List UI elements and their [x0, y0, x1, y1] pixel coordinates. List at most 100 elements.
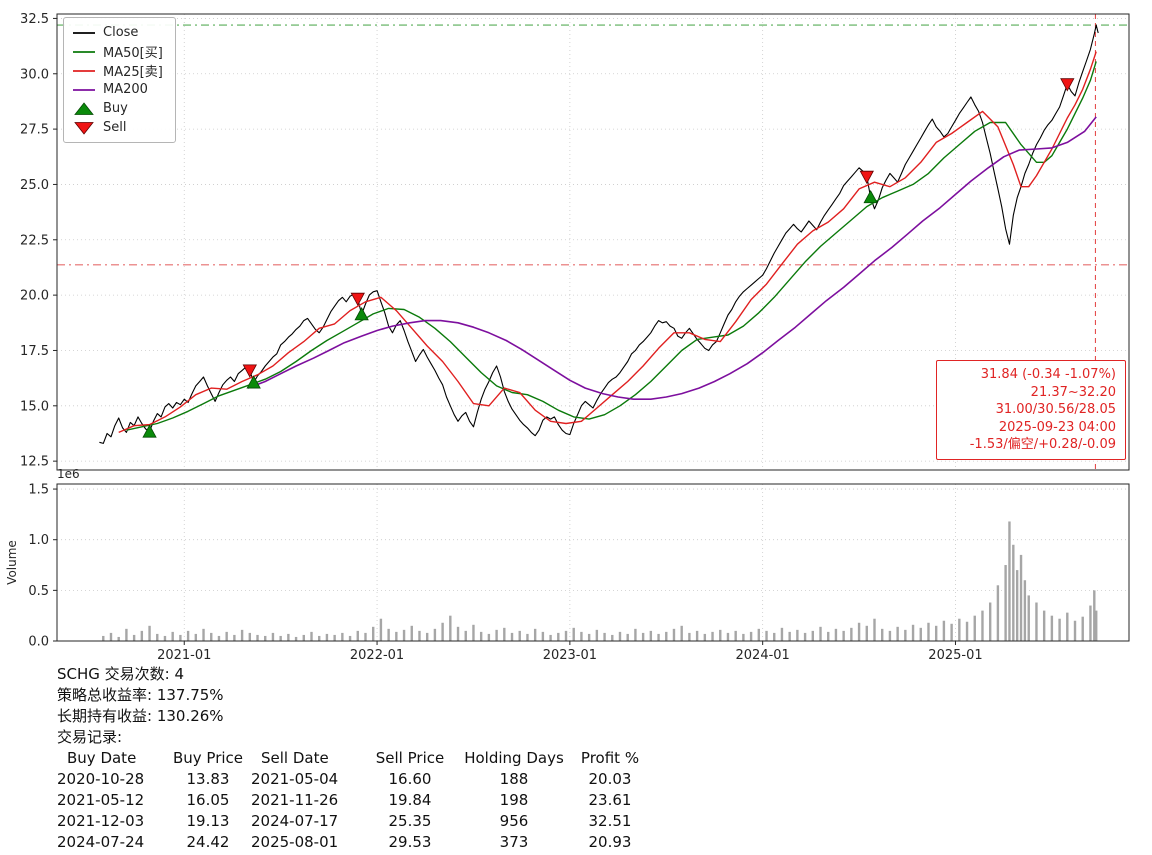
price-y-tick-label: 15.0 [20, 399, 49, 414]
price-y-tick-label: 22.5 [20, 233, 49, 248]
volume-bar [503, 627, 506, 641]
volume-bar [1008, 521, 1011, 641]
table-cell: 20.93 [588, 833, 632, 851]
legend-label-ma25: MA25[卖] [103, 65, 163, 80]
volume-bar [194, 633, 198, 641]
volume-bar [672, 628, 676, 641]
volume-bar [711, 631, 714, 641]
col-header-sell-price: Sell Price [375, 749, 445, 767]
volume-bar [934, 625, 938, 641]
buy-markers [142, 189, 878, 438]
volume-bar [364, 632, 367, 641]
volume-bar [827, 631, 830, 641]
volume-y-tick-label: 1.0 [28, 533, 49, 548]
legend-label-buy: Buy [103, 101, 128, 116]
volume-bar [580, 631, 583, 641]
volume-bar [294, 636, 298, 641]
volume-bar [1035, 602, 1038, 641]
volume-bar [757, 628, 761, 641]
volume-bar [387, 628, 390, 641]
volume-bar [958, 618, 961, 641]
x-tick-label: 2024-01 [736, 648, 790, 660]
volume-bar [541, 631, 545, 641]
axis-ticks: 12.5 15.0 17.5 20.0 22.5 25.0 27.5 30.0 32.5 0.0 0… [5, 12, 983, 660]
buy-marker-icon [74, 101, 94, 115]
volume-panel-frame [56, 483, 1130, 642]
table-cell: 29.53 [388, 833, 432, 851]
volume-bar [210, 632, 213, 641]
volume-bar [102, 635, 105, 641]
table-cell: 2024-07-24 [57, 833, 145, 851]
volume-bar [271, 632, 275, 641]
volume-bar [595, 629, 599, 641]
volume-bar [464, 630, 467, 641]
volume-bar [479, 631, 483, 641]
volume-bar [819, 626, 822, 641]
volume-bar [726, 632, 730, 641]
volume-bar [433, 628, 437, 641]
volume-bar [402, 629, 406, 641]
legend-item-close: Close [72, 23, 163, 42]
price-panel-frame [56, 13, 1130, 471]
table-cell: 2021-05-12 [57, 791, 145, 809]
volume-bar [641, 632, 645, 641]
volume-bar [456, 626, 460, 641]
volume-bar [225, 631, 228, 641]
volume-y-tick-label: 0.5 [28, 584, 49, 599]
price-y-tick-label: 12.5 [20, 455, 49, 470]
volume-bar [1073, 620, 1077, 641]
volume-bar [148, 625, 151, 641]
price-y-tick-label: 27.5 [20, 123, 49, 138]
table-cell: 2021-11-26 [251, 791, 339, 809]
volume-bar [441, 622, 444, 641]
volume-bar [1004, 565, 1007, 641]
volume-bar [911, 624, 915, 641]
volume-bar [719, 629, 722, 641]
volume-bar [549, 634, 552, 641]
table-cell: 23.61 [588, 791, 632, 809]
volume-bar [348, 635, 352, 641]
volume-bar [919, 627, 922, 641]
x-tick-label: 2021-01 [157, 648, 211, 660]
volume-bar [888, 630, 892, 641]
volume-bar [518, 630, 521, 641]
legend-label-close: Close [103, 25, 139, 40]
table-cell: 2025-08-01 [251, 833, 339, 851]
volume-bar [279, 635, 282, 641]
volume-bar [626, 633, 629, 641]
volume-bar [904, 629, 907, 641]
volume-bar [341, 632, 344, 641]
volume-bar [109, 632, 113, 641]
table-cell: 16.60 [388, 770, 432, 788]
volume-bar [217, 635, 221, 641]
ma25-line-swatch-icon [73, 69, 95, 72]
volume-bar [665, 631, 668, 641]
sell-marker-icon [1060, 78, 1075, 92]
volume-bar [1066, 612, 1069, 641]
volume-bar [356, 630, 359, 641]
volume-bar [117, 636, 120, 641]
volume-bar [171, 631, 174, 641]
grid [57, 14, 1129, 642]
table-cell: 2021-05-04 [251, 770, 339, 788]
volume-bar [302, 634, 305, 641]
table-cell: 32.51 [588, 812, 632, 830]
sell-marker-icon [350, 292, 365, 307]
volume-bar [1050, 615, 1054, 641]
volume-bar [1095, 610, 1098, 641]
volume-bar [865, 625, 868, 641]
sell-marker-icon [242, 364, 257, 378]
volume-bar [564, 630, 568, 641]
table-cell: 373 [499, 833, 529, 851]
volume-bar [988, 602, 992, 641]
volume-bar [773, 632, 776, 641]
volume-bar [418, 630, 421, 641]
table-cell: 13.83 [186, 770, 230, 788]
volume-y-tick-label: 0.0 [28, 635, 49, 650]
legend-item-ma50: MA50[买] [72, 42, 163, 61]
volume-bar [379, 618, 383, 641]
volume-bar [695, 630, 699, 641]
stat-trades-count: SCHG 交易次数: 4 [57, 665, 185, 683]
volume-bar [896, 626, 899, 641]
